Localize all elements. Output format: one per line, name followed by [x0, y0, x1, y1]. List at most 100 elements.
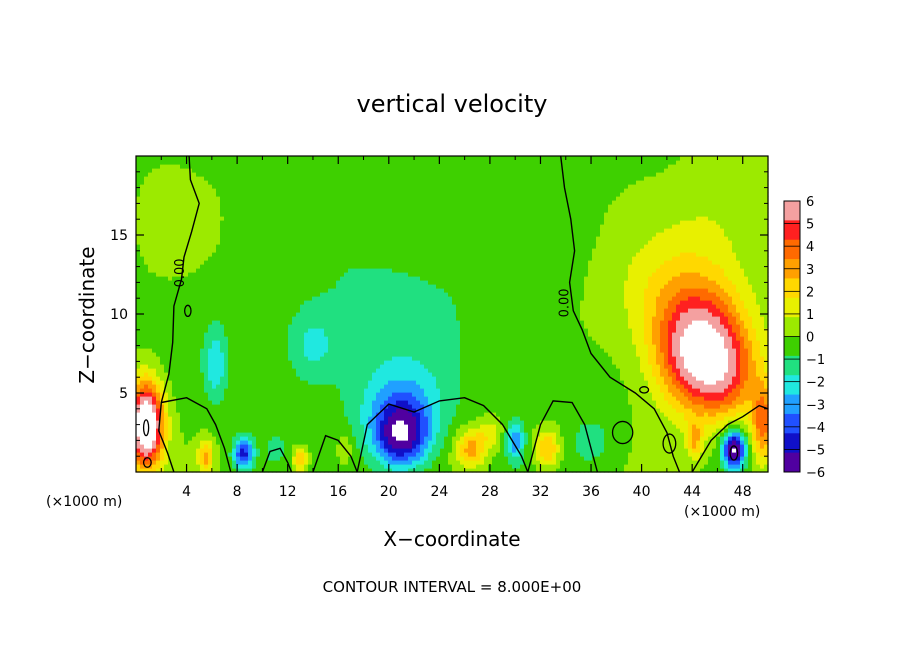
heatmap-cell	[332, 180, 337, 185]
heatmap-cell	[140, 164, 145, 169]
heatmap-cell	[224, 400, 229, 405]
heatmap-cell	[196, 252, 201, 257]
heatmap-cell	[380, 444, 385, 449]
heatmap-cell	[280, 304, 285, 309]
heatmap-cell	[204, 452, 209, 457]
heatmap-cell	[380, 356, 385, 361]
heatmap-cell	[272, 192, 277, 197]
heatmap-cell	[376, 176, 381, 181]
heatmap-cell	[168, 168, 173, 173]
heatmap-cell	[152, 200, 157, 205]
heatmap-cell	[160, 440, 165, 445]
heatmap-cell	[232, 256, 237, 261]
heatmap-cell	[176, 236, 181, 241]
heatmap-cell	[364, 456, 369, 461]
heatmap-cell	[372, 264, 377, 269]
heatmap-cell	[248, 268, 253, 273]
heatmap-cell	[260, 292, 265, 297]
heatmap-cell	[304, 240, 309, 245]
heatmap-cell	[296, 448, 301, 453]
heatmap-cell	[376, 368, 381, 373]
heatmap-cell	[276, 344, 281, 349]
heatmap-cell	[372, 296, 377, 301]
heatmap-cell	[168, 240, 173, 245]
heatmap-cell	[176, 184, 181, 189]
heatmap-cell	[176, 368, 181, 373]
heatmap-cell	[224, 260, 229, 265]
heatmap-cell	[172, 232, 177, 237]
heatmap-cell	[140, 404, 145, 409]
heatmap-cell	[252, 316, 257, 321]
heatmap-cell	[160, 256, 165, 261]
heatmap-cell	[168, 280, 173, 285]
heatmap-cell	[252, 440, 257, 445]
heatmap-cell	[280, 180, 285, 185]
heatmap-cell	[296, 212, 301, 217]
heatmap-cell	[224, 300, 229, 305]
heatmap-cell	[160, 408, 165, 413]
heatmap-cell	[192, 180, 197, 185]
heatmap-cell	[276, 176, 281, 181]
heatmap-cell	[284, 308, 289, 313]
heatmap-cell	[236, 340, 241, 345]
heatmap-cell	[164, 400, 169, 405]
heatmap-cell	[148, 180, 153, 185]
heatmap-cell	[212, 280, 217, 285]
heatmap-cell	[368, 156, 373, 161]
heatmap-cell	[316, 464, 321, 469]
heatmap-cell	[288, 332, 293, 337]
heatmap-cell	[232, 396, 237, 401]
heatmap-cell	[204, 212, 209, 217]
heatmap-cell	[376, 192, 381, 197]
heatmap-cell	[388, 408, 393, 413]
heatmap-cell	[264, 156, 269, 161]
heatmap-cell	[172, 332, 177, 337]
heatmap-cell	[364, 220, 369, 225]
heatmap-cell	[280, 284, 285, 289]
heatmap-cell	[252, 272, 257, 277]
heatmap-cell	[360, 372, 365, 377]
heatmap-cell	[348, 224, 353, 229]
heatmap-cell	[308, 400, 313, 405]
heatmap-cell	[216, 216, 221, 221]
heatmap-cell	[352, 424, 357, 429]
heatmap-cell	[196, 228, 201, 233]
heatmap-cell	[156, 264, 161, 269]
heatmap-cell	[248, 416, 253, 421]
heatmap-cell	[160, 340, 165, 345]
heatmap-cell	[156, 244, 161, 249]
heatmap-cell	[256, 168, 261, 173]
heatmap-cell	[344, 372, 349, 377]
heatmap-cell	[264, 272, 269, 277]
heatmap-cell	[264, 176, 269, 181]
heatmap-cell	[300, 208, 305, 213]
heatmap-cell	[316, 252, 321, 257]
heatmap-cell	[324, 292, 329, 297]
heatmap-cell	[340, 340, 345, 345]
heatmap-cell	[200, 240, 205, 245]
heatmap-cell	[372, 452, 377, 457]
heatmap-cell	[288, 284, 293, 289]
heatmap-cell	[384, 188, 389, 193]
heatmap-cell	[368, 268, 373, 273]
heatmap-cell	[300, 276, 305, 281]
heatmap-cell	[380, 320, 385, 325]
heatmap-cell	[212, 188, 217, 193]
heatmap-cell	[348, 192, 353, 197]
heatmap-cell	[320, 412, 325, 417]
heatmap-cell	[212, 220, 217, 225]
heatmap-cell	[280, 168, 285, 173]
heatmap-cell	[236, 212, 241, 217]
heatmap-cell	[364, 452, 369, 457]
heatmap-cell	[164, 308, 169, 313]
heatmap-cell	[212, 248, 217, 253]
heatmap-cell	[260, 348, 265, 353]
heatmap-cell	[312, 196, 317, 201]
heatmap-cell	[244, 156, 249, 161]
heatmap-cell	[244, 376, 249, 381]
heatmap-cell	[296, 440, 301, 445]
heatmap-cell	[244, 404, 249, 409]
heatmap-cell	[152, 276, 157, 281]
heatmap-cell	[380, 200, 385, 205]
heatmap-cell	[236, 396, 241, 401]
